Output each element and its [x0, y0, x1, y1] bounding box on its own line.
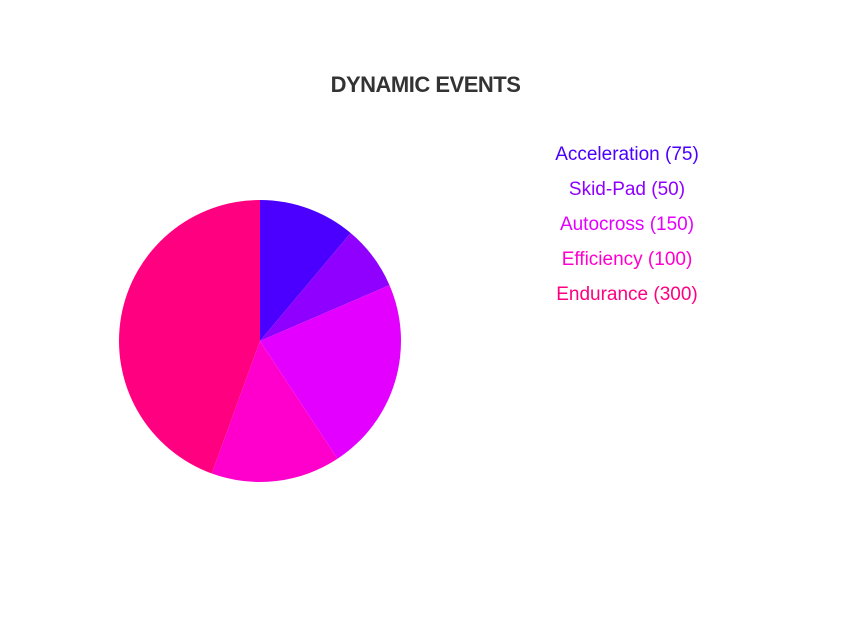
chart-title: DYNAMIC EVENTS: [330, 72, 521, 97]
pie-slice-skid-pad[interactable]: [260, 232, 390, 341]
legend-item-efficiency[interactable]: Efficiency (100): [561, 249, 693, 270]
pie-slice-autocross[interactable]: [260, 285, 401, 459]
legend-item-acceleration[interactable]: Acceleration (75): [555, 144, 699, 165]
pie-slice-acceleration[interactable]: [260, 200, 351, 341]
chart-legend: Acceleration (75) Skid-Pad (50) Autocros…: [497, 141, 757, 316]
pie-slice-efficiency[interactable]: [211, 341, 338, 482]
legend-item-autocross[interactable]: Autocross (150): [559, 214, 695, 235]
legend-item-endurance[interactable]: Endurance (300): [556, 284, 698, 305]
pie-slice-endurance[interactable]: [118, 200, 260, 474]
legend-item-skid-pad[interactable]: Skid-Pad (50): [568, 179, 686, 200]
